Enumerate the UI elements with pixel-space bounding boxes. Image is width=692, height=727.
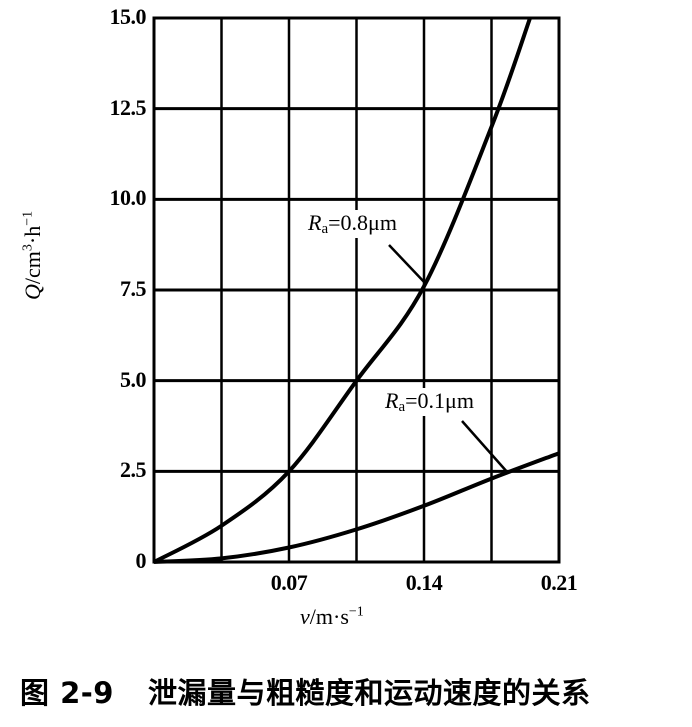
x-axis-unit: /m·s (309, 604, 349, 629)
y-axis-exp1: 3 (20, 244, 36, 252)
y-tick-label: 15.0 (109, 4, 147, 29)
annotation-value: =0.1μm (405, 388, 474, 413)
x-tick-label: 0.21 (540, 570, 578, 595)
annotation-leader-lines (388, 244, 509, 474)
annotation-value: =0.8μm (328, 210, 397, 235)
annotation-subscript: a (321, 221, 329, 237)
y-tick-label: 12.5 (109, 94, 147, 120)
x-tick-label: 0.07 (270, 570, 308, 595)
y-axis-unit: /cm (20, 251, 45, 285)
x-tick-label: 0.14 (405, 570, 443, 595)
leader-line-ra-01 (461, 420, 509, 474)
data-curves (153, 17, 560, 564)
y-tick-label: 5.0 (120, 366, 147, 392)
y-tick-label: 7.5 (120, 276, 147, 301)
figure-caption: 图 2-9 泄漏量与粗糙度和运动速度的关系 (20, 670, 591, 712)
annotation-symbol: R (308, 210, 322, 235)
annotation-symbol: R (385, 388, 399, 413)
grid-lines (152, 16, 561, 564)
x-axis-label: v/m·s−1 (300, 604, 364, 630)
y-axis-label: Q/cm3·h−1 (20, 211, 46, 300)
x-axis-exp: −1 (348, 604, 364, 620)
y-axis-var: Q (20, 284, 45, 300)
annotation-ra-08: Ra=0.8μm (307, 210, 398, 238)
curve-series-0 (153, 17, 532, 564)
annotation-ra-01: Ra=0.1μm (384, 388, 475, 416)
plot-frame (152, 16, 561, 564)
leader-line-ra-08 (388, 244, 427, 285)
figure-number: 图 2-9 (20, 676, 114, 710)
chart-plot-area (152, 16, 561, 564)
annotation-subscript: a (398, 399, 406, 415)
y-axis-unit2: ·h (20, 225, 45, 245)
y-tick-label: 0 (135, 548, 147, 573)
x-axis-var: v (300, 604, 310, 629)
y-axis-exp2: −1 (20, 210, 36, 226)
y-tick-label: 10.0 (109, 185, 147, 211)
curve-series-1 (153, 451, 560, 564)
figure-caption-text: 泄漏量与粗糙度和运动速度的关系 (148, 676, 591, 710)
y-tick-label: 2.5 (120, 457, 147, 483)
